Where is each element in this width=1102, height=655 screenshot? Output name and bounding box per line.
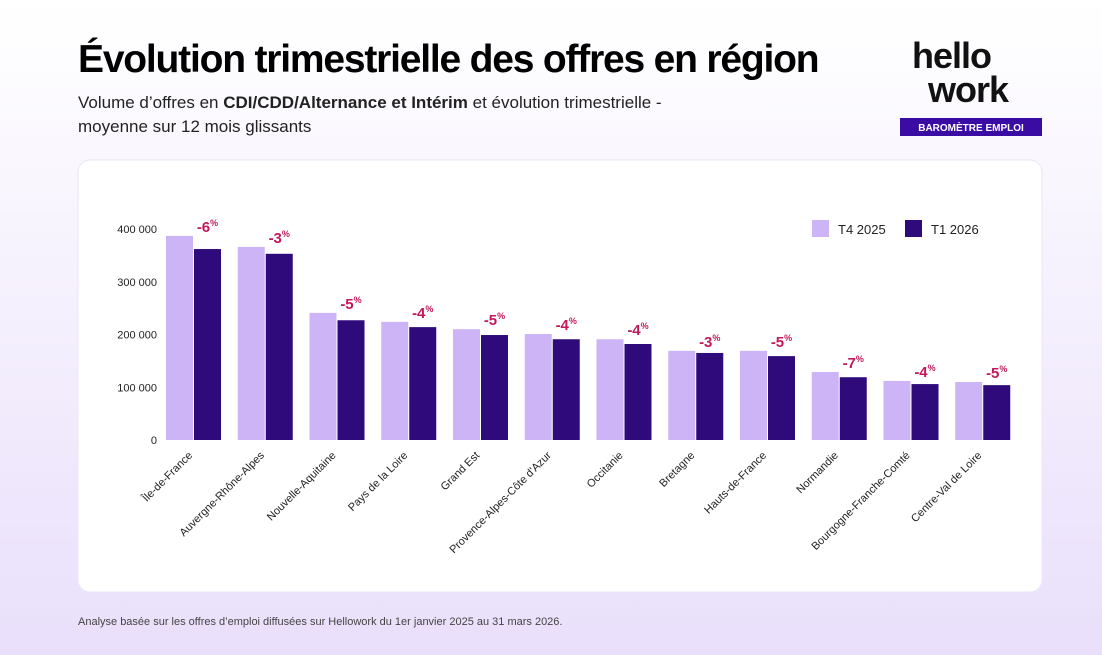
legend-swatch — [812, 220, 829, 237]
bar — [883, 380, 911, 440]
legend-swatch — [905, 220, 922, 237]
footnote: Analyse basée sur les offres d’emploi di… — [78, 616, 562, 628]
change-value: -4 — [556, 317, 570, 334]
change-value: -3 — [269, 230, 282, 247]
bar — [811, 371, 839, 440]
change-unit: % — [282, 229, 290, 239]
change-unit: % — [712, 333, 720, 343]
change-unit: % — [641, 321, 649, 331]
bar — [166, 235, 193, 440]
change-unit: % — [784, 333, 792, 343]
change-label: -6% — [197, 218, 218, 236]
bar — [194, 249, 221, 440]
bar — [768, 356, 795, 440]
y-tick-label: 200 000 — [117, 330, 157, 342]
bar — [911, 384, 939, 440]
chart-title: Évolution trimestrielle des offres en ré… — [78, 37, 818, 81]
subtitle-part: Volume d’offres en — [78, 93, 223, 112]
bar — [481, 335, 508, 440]
logo: hello — [912, 35, 991, 76]
change-unit: % — [425, 304, 433, 314]
bar — [552, 339, 580, 440]
change-unit: % — [210, 218, 218, 228]
subtitle-bold: CDI/CDD/Alternance et Intérim — [223, 93, 468, 112]
change-value: -5 — [986, 365, 999, 382]
change-value: -5 — [340, 296, 353, 313]
change-unit: % — [999, 364, 1007, 374]
bar — [237, 246, 265, 440]
bar — [409, 327, 437, 440]
bar — [596, 339, 624, 440]
y-tick-label: 100 000 — [117, 382, 157, 394]
change-label: -4% — [556, 316, 577, 334]
change-value: -4 — [627, 322, 641, 339]
change-value: -5 — [484, 312, 497, 329]
change-value: -7 — [843, 355, 856, 372]
bar — [381, 321, 409, 440]
bar — [955, 381, 983, 440]
bar — [668, 350, 696, 440]
legend-label: T4 2025 — [838, 222, 886, 237]
change-label: -3% — [699, 333, 720, 351]
bar — [696, 352, 724, 440]
change-value: -4 — [914, 364, 928, 381]
change-label: -3% — [269, 229, 290, 247]
change-unit: % — [354, 295, 362, 305]
subtitle-line: moyenne sur 12 mois glissants — [78, 117, 311, 136]
change-value: -6 — [197, 219, 210, 236]
bar — [839, 377, 867, 440]
change-value: -5 — [771, 334, 784, 351]
change-unit: % — [856, 354, 864, 364]
bar — [624, 343, 652, 440]
change-label: -5% — [771, 333, 792, 351]
bar — [337, 320, 365, 440]
subtitle: Volume d’offres en CDI/CDD/Alternance et… — [78, 93, 662, 112]
change-unit: % — [569, 316, 577, 326]
logo: work — [927, 69, 1010, 110]
y-tick-label: 400 000 — [117, 224, 157, 236]
subtitle-part: et évolution trimestrielle - — [468, 93, 662, 112]
change-label: -4% — [412, 304, 433, 322]
change-label: -4% — [914, 363, 935, 381]
change-value: -3 — [699, 334, 712, 351]
bar — [453, 329, 480, 440]
bar — [740, 350, 767, 440]
change-label: -5% — [986, 364, 1007, 382]
change-unit: % — [928, 363, 936, 373]
change-value: -4 — [412, 305, 426, 322]
change-label: -5% — [484, 311, 505, 329]
bar — [983, 385, 1011, 440]
badge — [900, 118, 1042, 136]
y-tick-label: 300 000 — [117, 277, 157, 289]
y-tick-label: 0 — [151, 435, 157, 447]
change-label: -4% — [627, 321, 648, 339]
change-label: -7% — [843, 354, 864, 372]
bar — [265, 253, 293, 440]
bar — [524, 333, 552, 440]
change-label: -5% — [340, 295, 361, 313]
change-unit: % — [497, 311, 505, 321]
badge-text: BAROMÈTRE EMPLOI — [918, 121, 1024, 134]
bar — [309, 312, 337, 440]
legend-label: T1 2026 — [931, 222, 979, 237]
